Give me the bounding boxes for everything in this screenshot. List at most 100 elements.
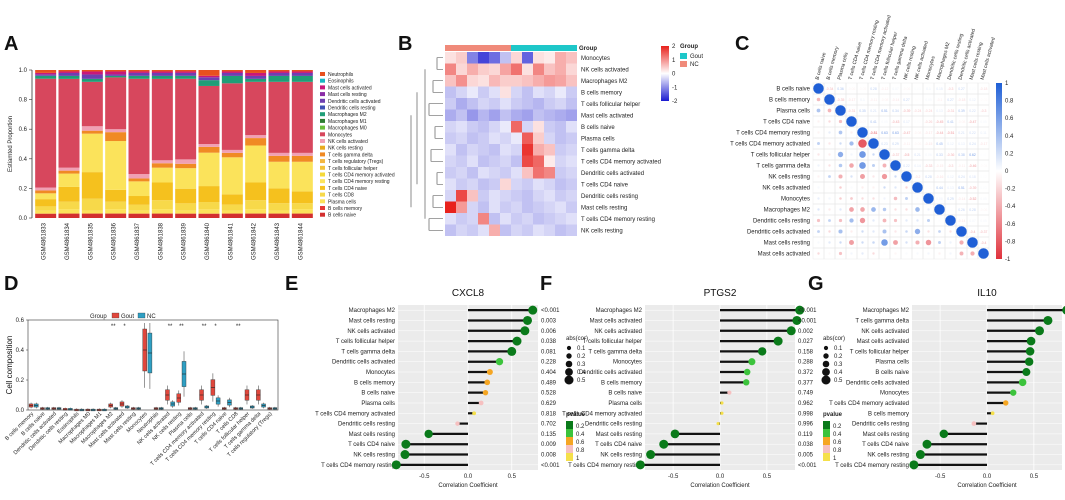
panel-letter-b: B	[398, 33, 412, 55]
correlation-value: 0.07	[969, 219, 976, 223]
size-legend-dot	[823, 345, 829, 351]
heatmap-cell	[511, 121, 522, 133]
group-annotation-cell	[445, 45, 456, 51]
size-legend-label: 0.1	[834, 346, 843, 352]
correlation-circle	[828, 219, 831, 222]
heatmap-cell	[445, 86, 456, 98]
stacked-bar-segment	[58, 75, 80, 79]
correlation-circle	[828, 175, 831, 178]
group-annotation-cell	[456, 45, 467, 51]
row-label: Mast cells activated	[857, 339, 909, 345]
legend-label: T cells gamma delta	[328, 152, 373, 158]
stacked-bar-segment	[151, 160, 173, 164]
stacked-bar-segment	[58, 78, 80, 168]
correlation-circle	[838, 174, 843, 179]
legend-label: Neutrophils	[328, 72, 354, 78]
correlation-value: 0.33	[936, 153, 943, 157]
lollipop-dot	[635, 460, 645, 470]
x-tick-label: -0.5	[419, 474, 430, 480]
correlation-value: 0.12	[947, 142, 954, 146]
stacked-bar-segment	[221, 72, 243, 76]
legend-label: Dendritic cells resting	[328, 106, 376, 112]
heatmap-cell	[456, 190, 467, 202]
correlation-circle	[882, 163, 887, 168]
correlation-value: 0.26	[958, 208, 965, 212]
heatmap-cell	[511, 98, 522, 110]
pvalue-label: 0.962	[798, 401, 814, 407]
stacked-bar-segment	[221, 83, 243, 150]
correlation-circle	[871, 163, 876, 168]
matrix-row-label: B cells memory	[769, 98, 810, 104]
correlation-circle	[914, 228, 921, 235]
color-legend-label: 0.2	[576, 424, 585, 430]
size-legend-dot	[566, 345, 572, 351]
stacked-bar-segment	[81, 172, 103, 199]
heatmap-cell	[533, 86, 544, 98]
heatmap-cell	[456, 213, 467, 225]
heatmap-cell	[555, 109, 566, 121]
heatmap-cell	[566, 132, 577, 144]
stacked-bar-segment	[175, 213, 197, 218]
heatmap-cell	[500, 201, 511, 213]
stacked-bar-segment	[81, 81, 103, 127]
row-label: Monocytes	[613, 360, 642, 366]
row-label: T cells CD4 naive	[348, 442, 396, 448]
heatmap-cell	[478, 75, 489, 87]
stacked-bar-segment	[35, 75, 57, 79]
correlation-circle	[817, 186, 820, 189]
correlation-value: -0.14	[892, 98, 900, 102]
correlation-value: -0.43	[892, 120, 900, 124]
significance-mark: **	[168, 324, 173, 330]
stacked-bar-segment	[291, 203, 313, 210]
stacked-bar-segment	[128, 181, 150, 197]
lollipop-dot	[1010, 389, 1017, 396]
row-label: T cells CD4 memory activated	[562, 411, 642, 417]
correlation-value: -0.46	[969, 164, 977, 168]
pvalue-label: 0.008	[541, 453, 557, 459]
chart-title: IL10	[977, 288, 997, 299]
correlation-circle	[839, 142, 842, 145]
stacked-bar-segment	[175, 71, 197, 73]
correlation-value: 0.03	[969, 87, 976, 91]
lollipop-dot	[523, 315, 532, 325]
pvalue-label: 0.629	[541, 401, 557, 407]
pvalue-label: 0.009	[541, 442, 557, 448]
stacked-bar-segment	[35, 78, 57, 188]
heatmap-cell	[478, 155, 489, 167]
correlation-circle	[915, 207, 920, 212]
legend-swatch	[320, 145, 325, 150]
matrix-row-label: T cells gamma delta	[756, 164, 810, 170]
correlation-value: 0.21	[870, 109, 877, 113]
correlation-circle	[916, 219, 919, 222]
correlation-value: 0.08	[936, 197, 943, 201]
correlation-circle	[905, 252, 908, 255]
stacked-bar-segment	[221, 152, 243, 158]
heatmap-cell	[500, 121, 511, 133]
stacked-bar-segment	[291, 81, 313, 153]
correlation-circle	[859, 162, 866, 169]
heatmap-cell	[445, 98, 456, 110]
heatmap-cell	[522, 132, 533, 144]
heatmap-row-label: Plasma cells	[581, 136, 615, 142]
panel-letter-f: F	[540, 273, 552, 295]
legend-swatch	[320, 152, 325, 157]
stacked-bar-segment	[175, 72, 197, 76]
legend-label: Plasma cells	[328, 199, 357, 205]
group-annotation-cell	[533, 45, 544, 51]
correlation-circle	[817, 175, 820, 178]
color-legend-label: 1	[576, 456, 580, 462]
heatmap-cell	[489, 178, 500, 190]
heatmap-cell	[533, 132, 544, 144]
pvalue-label: 0.038	[798, 442, 814, 448]
correlation-circle	[850, 153, 853, 156]
correlation-circle	[905, 197, 908, 200]
correlation-value: -0.17	[925, 131, 933, 135]
heatmap-cell	[511, 86, 522, 98]
legend-swatch	[320, 118, 325, 123]
legend-swatch	[320, 192, 325, 197]
stacked-bar-segment	[175, 203, 197, 211]
heatmap-cell	[467, 52, 478, 64]
stacked-bar-segment	[221, 204, 243, 211]
heatmap-cell	[544, 167, 555, 179]
heatmap-cell	[555, 144, 566, 156]
